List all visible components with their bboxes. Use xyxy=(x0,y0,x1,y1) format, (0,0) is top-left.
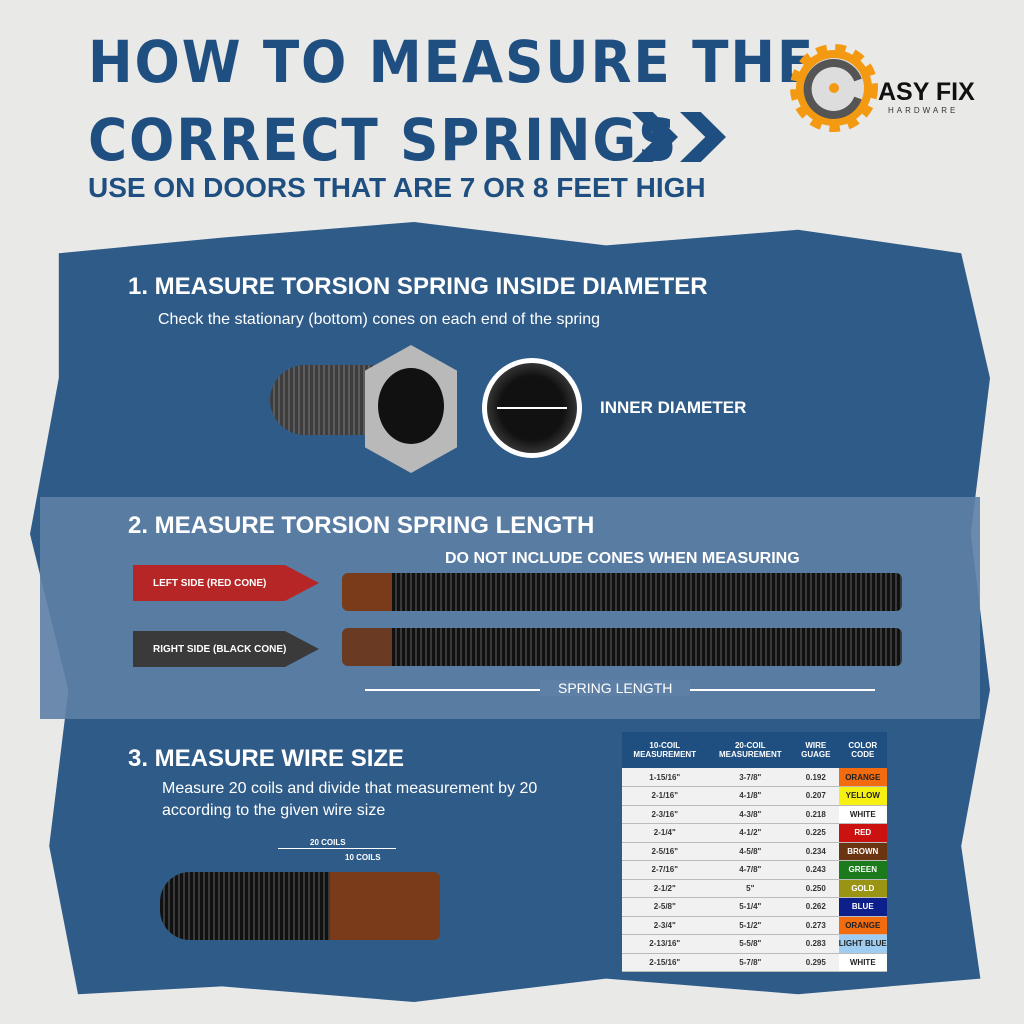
logo: ASY FIX HARDWARE xyxy=(788,40,988,135)
step2-heading: 2. MEASURE TORSION SPRING LENGTH xyxy=(128,512,595,539)
table-cell: 0.262 xyxy=(793,897,839,917)
title-line2: CORRECT SPRINGS xyxy=(88,106,679,174)
table-cell: 4-7/8" xyxy=(707,860,794,880)
table-cell: 2-5/8" xyxy=(622,897,708,917)
color-code-cell: WHITE xyxy=(838,805,887,824)
gear-logo-icon xyxy=(790,44,878,132)
inner-diameter-label: INNER DIAMETER xyxy=(600,398,747,417)
color-code-cell: ORANGE xyxy=(838,916,887,935)
wire-spring-image xyxy=(160,872,440,940)
table-row: 1-15/16" 3-7/8" 0.192 ORANGE xyxy=(622,768,887,787)
table-row: 2-1/16" 4-1/8" 0.207 YELLOW xyxy=(622,786,887,806)
spring-left xyxy=(342,573,902,611)
color-code-cell: BROWN xyxy=(838,842,887,861)
table-row: 2-1/2" 5" 0.250 GOLD xyxy=(622,879,887,898)
title-line1: HOW TO MEASURE THE xyxy=(88,28,816,96)
diameter-detail xyxy=(482,358,582,458)
table-cell: 0.192 xyxy=(793,768,839,787)
color-code-cell: BLUE xyxy=(838,897,887,917)
color-code-cell: GOLD xyxy=(838,879,887,898)
table-cell: 0.250 xyxy=(793,879,839,898)
table-cell: 2-7/16" xyxy=(622,860,708,880)
table-cell: 5" xyxy=(707,879,794,898)
table-row: 2-7/16" 4-7/8" 0.243 GREEN xyxy=(622,860,887,880)
table-cell: 0.283 xyxy=(793,934,839,954)
table-row: 2-15/16" 5-7/8" 0.295 WHITE xyxy=(622,953,887,972)
table-cell: 5-5/8" xyxy=(707,934,794,954)
step1-heading: 1. MEASURE TORSION SPRING INSIDE DIAMETE… xyxy=(128,273,708,300)
20-coils-label: 20 COILS xyxy=(310,838,346,847)
table-cell: 0.234 xyxy=(793,842,839,861)
table-header: COLOR CODE xyxy=(838,732,887,768)
table-cell: 3-7/8" xyxy=(707,768,794,787)
color-code-cell: WHITE xyxy=(838,953,887,972)
table-row: 2-5/8" 5-1/4" 0.262 BLUE xyxy=(622,897,887,917)
table-cell: 2-1/4" xyxy=(622,823,708,843)
table-cell: 2-13/16" xyxy=(622,934,708,954)
diameter-arrow-icon xyxy=(497,407,567,409)
step2-note: DO NOT INCLUDE CONES WHEN MEASURING xyxy=(445,550,800,567)
color-code-cell: ORANGE xyxy=(838,768,887,787)
step3-heading: 3. MEASURE WIRE SIZE xyxy=(128,745,405,772)
table-header: 20-COIL MEASUREMENT xyxy=(707,732,794,768)
table-cell: 0.243 xyxy=(793,860,839,880)
table-row: 2-5/16" 4-5/8" 0.234 BROWN xyxy=(622,842,887,861)
table-cell: 0.225 xyxy=(793,823,839,843)
table-row: 2-13/16" 5-5/8" 0.283 LIGHT BLUE xyxy=(622,934,887,954)
table-row: 2-3/16" 4-3/8" 0.218 WHITE xyxy=(622,805,887,824)
color-code-cell: YELLOW xyxy=(838,786,887,806)
table-cell: 0.295 xyxy=(793,953,839,972)
table-cell: 4-1/2" xyxy=(707,823,794,843)
wire-size-table: 10-COIL MEASUREMENT 20-COIL MEASUREMENT WI… xyxy=(622,732,887,972)
spring-length-label: SPRING LENGTH xyxy=(540,680,691,696)
table-cell: 0.273 xyxy=(793,916,839,935)
table-cell: 2-15/16" xyxy=(622,953,708,972)
table-row: 2-1/4" 4-1/2" 0.225 RED xyxy=(622,823,887,843)
table-cell: 0.218 xyxy=(793,805,839,824)
table-cell: 4-3/8" xyxy=(707,805,794,824)
chevron-right-icon xyxy=(680,112,726,162)
table-cell: 4-5/8" xyxy=(707,842,794,861)
step3-text: Measure 20 coils and divide that measure… xyxy=(162,780,538,819)
color-code-cell: LIGHT BLUE xyxy=(838,934,887,954)
color-code-cell: RED xyxy=(838,823,887,843)
table-row: 2-3/4" 5-1/2" 0.273 ORANGE xyxy=(622,916,887,935)
logo-name: ASY FIX xyxy=(878,78,975,106)
color-code-cell: GREEN xyxy=(838,860,887,880)
table-cell: 2-3/4" xyxy=(622,916,708,935)
table-cell: 2-3/16" xyxy=(622,805,708,824)
table-cell: 2-5/16" xyxy=(622,842,708,861)
step1-text: Check the stationary (bottom) cones on e… xyxy=(158,311,601,328)
table-cell: 5-1/4" xyxy=(707,897,794,917)
spring-right xyxy=(342,628,902,666)
table-cell: 1-15/16" xyxy=(622,768,708,787)
table-cell: 0.207 xyxy=(793,786,839,806)
table-cell: 4-1/8" xyxy=(707,786,794,806)
table-cell: 2-1/16" xyxy=(622,786,708,806)
table-header: WIRE GUAGE xyxy=(793,732,839,768)
table-header: 10-COIL MEASUREMENT xyxy=(622,732,708,768)
10-coils-label: 10 COILS xyxy=(345,853,381,862)
left-side-arrow: LEFT SIDE (RED CONE) xyxy=(133,565,319,601)
logo-tagline: HARDWARE xyxy=(888,106,959,115)
table-cell: 2-1/2" xyxy=(622,879,708,898)
table-cell: 5-1/2" xyxy=(707,916,794,935)
table-cell: 5-7/8" xyxy=(707,953,794,972)
subtitle: USE ON DOORS THAT ARE 7 OR 8 FEET HIGH xyxy=(88,172,706,203)
right-side-arrow: RIGHT SIDE (BLACK CONE) xyxy=(133,631,319,667)
